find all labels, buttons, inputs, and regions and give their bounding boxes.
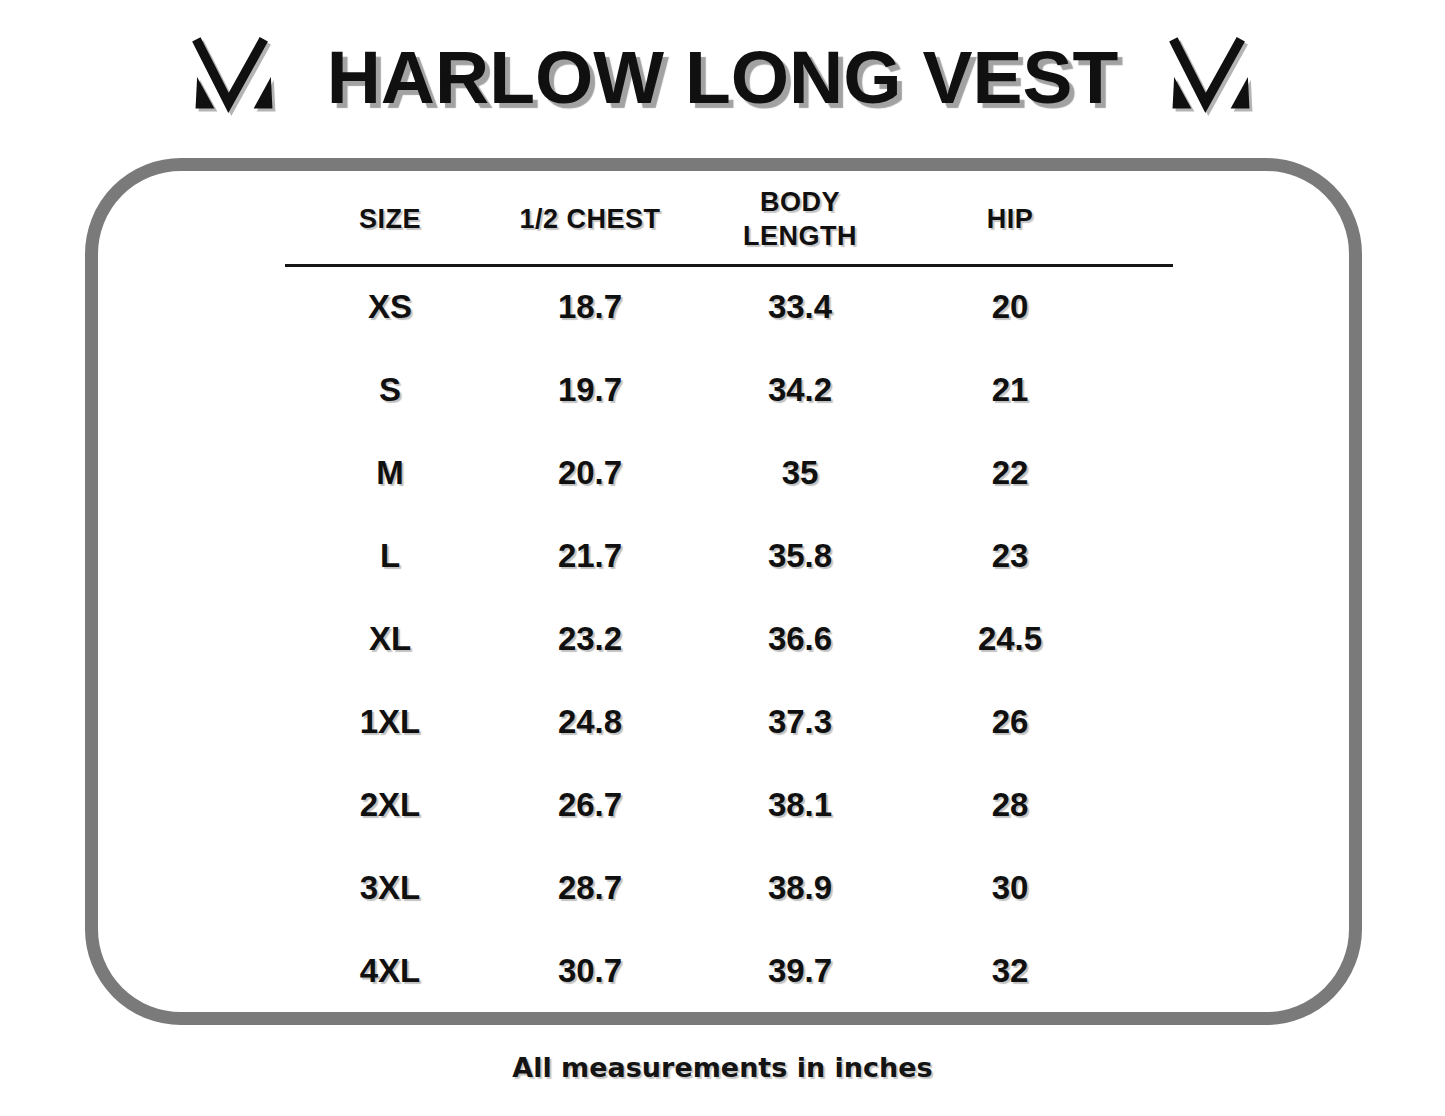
hip-cell: 23	[915, 515, 1105, 598]
size-cell: 2XL	[285, 763, 495, 846]
body-length-cell: 39.7	[685, 929, 915, 1012]
hip-cell: 26	[915, 680, 1105, 763]
m-logo-icon	[1160, 28, 1262, 126]
body-length-cell: 37.3	[685, 680, 915, 763]
hip-cell: 22	[915, 432, 1105, 515]
measurements-note: All measurements in inches	[0, 1052, 1445, 1083]
column-header-body-length: BODY LENGTH	[685, 173, 915, 266]
hip-cell: 32	[915, 929, 1105, 1012]
hip-cell: 24.5	[915, 598, 1105, 681]
size-cell: 1XL	[285, 680, 495, 763]
size-cell: S	[285, 349, 495, 432]
half-chest-cell: 19.7	[495, 349, 685, 432]
size-cell: XL	[285, 598, 495, 681]
m-logo-icon	[183, 28, 285, 126]
half-chest-cell: 18.7	[495, 266, 685, 349]
size-cell: 3XL	[285, 846, 495, 929]
body-length-cell: 36.6	[685, 598, 915, 681]
hip-cell: 30	[915, 846, 1105, 929]
half-chest-cell: 24.8	[495, 680, 685, 763]
size-cell: 4XL	[285, 929, 495, 1012]
column-header-size: SIZE	[285, 173, 495, 266]
hip-cell: 20	[915, 266, 1105, 349]
half-chest-cell: 20.7	[495, 432, 685, 515]
half-chest-cell: 23.2	[495, 598, 685, 681]
size-chart-page: HARLOW LONG VEST SIZE 1/2 CHEST BODY LEN…	[0, 0, 1445, 1116]
half-chest-cell: 30.7	[495, 929, 685, 1012]
column-header-hip: HIP	[915, 173, 1105, 266]
size-cell: XS	[285, 266, 495, 349]
hip-cell: 21	[915, 349, 1105, 432]
body-length-cell: 33.4	[685, 266, 915, 349]
brand-logo-right	[1160, 28, 1262, 126]
column-header-half-chest: 1/2 CHEST	[495, 173, 685, 266]
body-length-cell: 35.8	[685, 515, 915, 598]
body-length-cell: 35	[685, 432, 915, 515]
page-title: HARLOW LONG VEST	[327, 34, 1119, 120]
body-length-cell: 34.2	[685, 349, 915, 432]
size-table: SIZE 1/2 CHEST BODY LENGTH HIP XS 18.7 3…	[285, 173, 1105, 1012]
hip-cell: 28	[915, 763, 1105, 846]
half-chest-cell: 26.7	[495, 763, 685, 846]
brand-logo-left	[183, 28, 285, 126]
body-length-cell: 38.9	[685, 846, 915, 929]
half-chest-cell: 21.7	[495, 515, 685, 598]
size-cell: L	[285, 515, 495, 598]
half-chest-cell: 28.7	[495, 846, 685, 929]
body-length-cell: 38.1	[685, 763, 915, 846]
size-cell: M	[285, 432, 495, 515]
masthead: HARLOW LONG VEST	[0, 16, 1445, 138]
